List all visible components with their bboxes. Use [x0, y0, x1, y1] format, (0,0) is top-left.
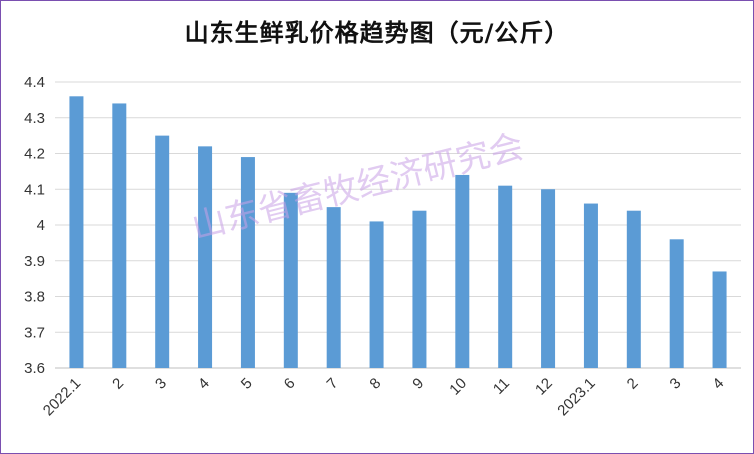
bar — [155, 135, 170, 368]
x-tick-label: 6 — [281, 375, 299, 393]
bar — [198, 146, 213, 368]
chart-title: 山东生鲜乳价格趋势图（元/公斤） — [184, 19, 570, 47]
x-tick-label: 7 — [324, 375, 342, 393]
x-tick-label: 8 — [366, 375, 384, 393]
y-tick-label: 4.3 — [24, 110, 45, 127]
x-tick-label: 2023.1 — [554, 375, 598, 419]
y-tick-label: 4.2 — [24, 146, 45, 163]
y-tick-label: 4 — [37, 217, 45, 234]
x-tick-label: 2 — [624, 375, 642, 393]
bar — [69, 96, 84, 369]
x-tick-label: 2022.1 — [40, 375, 84, 419]
bar — [240, 157, 255, 368]
x-tick-label: 12 — [532, 375, 556, 399]
bar — [412, 210, 427, 368]
bar — [626, 210, 641, 368]
x-tick-label: 4 — [709, 375, 727, 393]
bar — [669, 239, 684, 368]
y-tick-label: 3.9 — [24, 253, 45, 270]
bar — [498, 185, 513, 368]
bar — [283, 192, 298, 368]
x-tick-label: 10 — [446, 375, 470, 399]
y-tick-label: 3.7 — [24, 324, 45, 341]
bar — [455, 174, 470, 368]
bar — [541, 189, 556, 368]
y-tick-label: 3.6 — [24, 360, 45, 377]
x-tick-label: 11 — [490, 375, 513, 398]
bar — [369, 221, 384, 368]
x-tick-label: 4 — [195, 375, 213, 393]
y-tick-label: 4.4 — [24, 74, 45, 91]
bar — [712, 271, 727, 368]
x-tick-label: 5 — [238, 375, 256, 393]
y-tick-label: 4.1 — [24, 181, 45, 198]
x-tick-label: 2 — [109, 375, 127, 393]
y-tick-label: 3.8 — [24, 289, 45, 306]
bar — [112, 103, 127, 368]
x-tick-label: 3 — [667, 375, 685, 393]
x-tick-label: 3 — [152, 375, 170, 393]
bar — [583, 203, 598, 368]
x-tick-label: 9 — [409, 375, 427, 393]
bar — [326, 207, 341, 368]
